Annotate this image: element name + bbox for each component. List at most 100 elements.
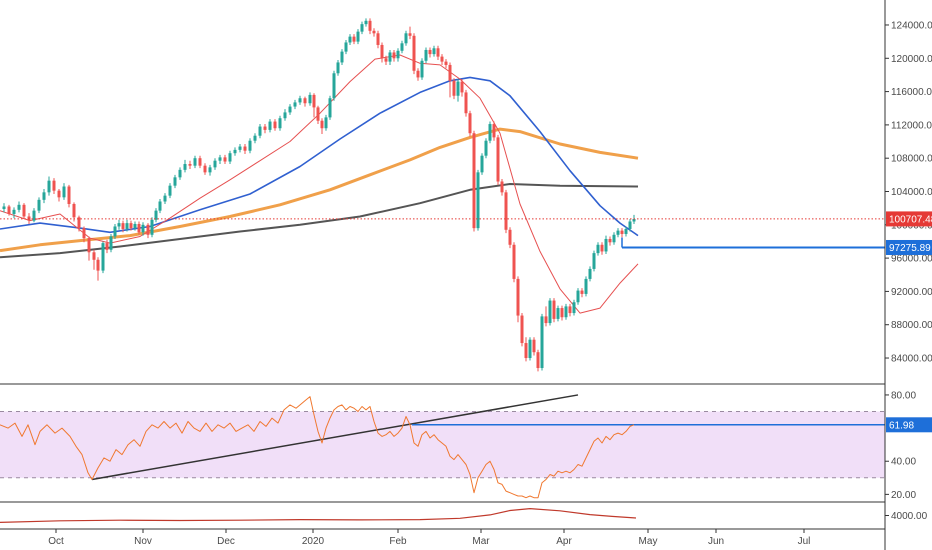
candle (592, 250, 596, 272)
candle (146, 223, 150, 239)
candle-body (428, 49, 432, 55)
candle (178, 167, 182, 180)
candle (556, 305, 560, 322)
ma-red-line (0, 54, 639, 314)
candle (420, 58, 424, 80)
candle-body (376, 33, 380, 45)
candle (628, 218, 632, 232)
candle-body (628, 221, 632, 229)
candle (12, 207, 16, 219)
candle-body (440, 56, 444, 62)
candle (218, 154, 222, 165)
rsi-level-badge-text: 61.98 (889, 420, 914, 431)
candle (372, 28, 376, 37)
candle-body (484, 140, 488, 156)
candle (293, 99, 297, 110)
candle-body (193, 158, 197, 166)
price-tick-label: 92000.00 (891, 287, 932, 298)
candle-body (137, 223, 141, 233)
candle-body (528, 339, 532, 359)
candle-body (488, 124, 492, 141)
price-axis[interactable]: 124000.00 120000.00 116000.00 112000.00 1080… (885, 20, 932, 365)
price-tick-label: 112000.00 (891, 120, 932, 131)
candle (428, 47, 432, 58)
candle-body (524, 343, 528, 359)
candle (248, 138, 252, 154)
candle (57, 189, 61, 202)
candle (412, 33, 416, 75)
candle (536, 349, 540, 372)
candle-body (360, 24, 364, 32)
candle-body (480, 155, 484, 173)
candle (356, 29, 360, 45)
candle (432, 45, 436, 57)
candle-body (268, 121, 272, 130)
candle (400, 40, 404, 54)
candle (480, 153, 484, 175)
candle-body (476, 172, 480, 229)
candle (484, 138, 488, 159)
candle-body (77, 217, 81, 229)
candle-body (332, 73, 336, 99)
candle (32, 208, 36, 223)
candle (223, 154, 227, 165)
candle-body (520, 315, 524, 344)
candle-body (356, 31, 360, 42)
candle (516, 276, 520, 323)
candle-body (113, 226, 117, 237)
candle (168, 183, 172, 199)
rsi-level-badge: 61.98 (886, 417, 932, 433)
candle (324, 114, 328, 131)
time-axis[interactable]: Oct Nov Dec 2020 Feb Mar Apr May Jun Jul (48, 529, 810, 547)
candle-body (52, 180, 56, 191)
candle (600, 242, 604, 255)
candle (7, 204, 11, 216)
price-pane[interactable] (0, 18, 885, 372)
candle-body (92, 252, 96, 260)
candle (238, 144, 242, 153)
candle (444, 59, 448, 69)
candle (416, 68, 420, 81)
last-price-badge-box (886, 211, 932, 227)
candle-body (263, 126, 267, 130)
candle-body (320, 120, 324, 129)
candle-body (121, 223, 125, 229)
candle (436, 45, 440, 60)
candle (496, 134, 500, 185)
candle (504, 189, 508, 234)
candle-body (198, 158, 202, 166)
candle (263, 124, 267, 134)
rsi-pane[interactable] (0, 394, 885, 499)
candle-body (348, 36, 352, 43)
candle-body (82, 228, 86, 239)
candle (133, 221, 137, 231)
candle-body (632, 218, 636, 222)
price-tick-label: 96000.00 (891, 254, 932, 265)
level-badge: 97275.89 (886, 239, 932, 255)
candle-body (464, 92, 468, 114)
bottom-indicator-pane[interactable] (0, 508, 637, 523)
rsi-level-badge-box (886, 417, 932, 433)
candle (332, 70, 336, 101)
candle (303, 96, 307, 107)
candle (440, 54, 444, 65)
candle (105, 239, 109, 254)
candle (150, 217, 154, 238)
candle (82, 226, 86, 243)
candle (213, 158, 217, 170)
candle-body (7, 206, 11, 214)
price-tick-label: 104000.00 (891, 187, 932, 198)
time-tick-label: 2020 (302, 536, 325, 547)
rsi-trendline[interactable] (91, 394, 579, 481)
candle-body (203, 165, 207, 173)
candle (158, 198, 162, 214)
candle-body (87, 238, 91, 253)
candle-body (57, 190, 61, 198)
candle (92, 249, 96, 270)
candle (580, 288, 584, 298)
candle (612, 232, 616, 245)
candle-body (273, 121, 277, 129)
candle (96, 257, 100, 281)
time-tick-label: Apr (556, 536, 572, 547)
candle-body (228, 153, 232, 162)
